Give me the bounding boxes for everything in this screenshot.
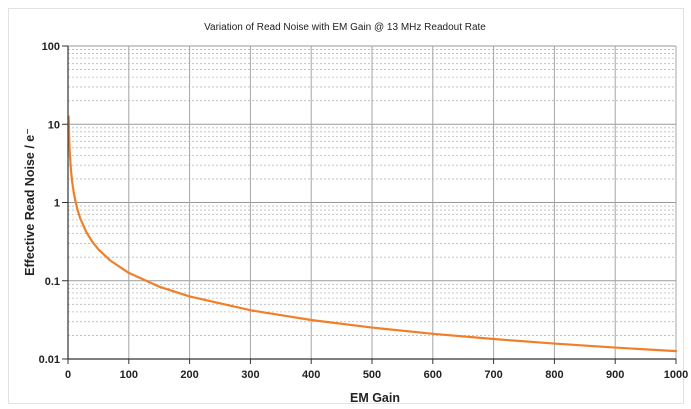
chart-title: Variation of Read Noise with EM Gain @ 1… — [204, 22, 486, 33]
axes — [62, 45, 677, 364]
series-line-0 — [67, 115, 678, 353]
x-tick-label: 500 — [363, 369, 381, 381]
grid-lines — [67, 45, 677, 360]
x-tick-label: 300 — [241, 369, 259, 381]
y-tick-label: 1 — [54, 198, 60, 210]
x-tick-label: 200 — [180, 369, 198, 381]
y-tick-label: 10 — [48, 119, 60, 131]
series-layer — [67, 115, 678, 353]
x-tick-label: 1000 — [664, 369, 688, 381]
x-tick-label: 700 — [484, 369, 502, 381]
x-axis-label: EM Gain — [350, 391, 400, 405]
x-tick-label: 0 — [65, 369, 71, 381]
y-axis-label: Effective Read Noise / e⁻ — [23, 128, 37, 276]
chart-frame — [8, 8, 684, 404]
x-tick-label: 900 — [606, 369, 624, 381]
x-tick-label: 600 — [424, 369, 442, 381]
y-tick-label: 0.1 — [45, 276, 60, 288]
y-tick-label: 0.01 — [39, 354, 60, 366]
x-tick-label: 100 — [120, 369, 138, 381]
x-tick-label: 800 — [545, 369, 563, 381]
x-tick-label: 400 — [302, 369, 320, 381]
y-tick-label: 100 — [42, 41, 60, 53]
